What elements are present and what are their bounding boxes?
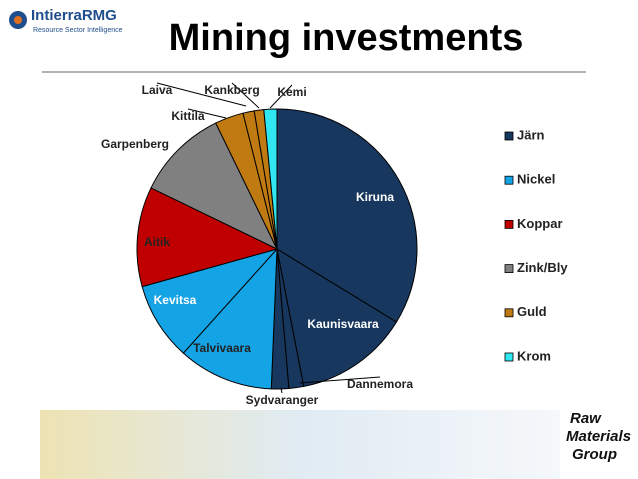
footer-logo: Group [572,446,617,463]
footer-logo: Raw [570,410,602,427]
slice-label: Kaunisvaara [307,317,379,331]
legend-swatch [504,308,514,318]
logo-icon [14,16,22,24]
pie-slice [276,247,398,388]
pie-slice [263,108,278,250]
legend-swatch [504,264,514,274]
legend-label: Krom [517,348,551,363]
legend-label: Järn [517,127,545,142]
chart-title: Mining investments [169,17,524,59]
pie-slice [150,122,279,251]
legend-label: Zink/Bly [517,260,568,275]
slice-label: Kevitsa [154,293,197,307]
legend-swatch [504,131,514,141]
slice-label: Laiva [142,83,173,97]
leader-line [156,82,247,107]
pie-slice [182,247,278,390]
legend-swatch [504,219,514,229]
slice-label: Garpenberg [101,137,169,151]
legend-swatch [504,352,514,362]
leader-line [299,376,381,384]
footer-band [40,410,560,479]
leader-line [280,387,283,394]
logo-tagline: Resource Sector Intelligence [33,27,123,34]
leader-line [231,82,260,109]
legend-swatch [504,175,514,185]
slice-label: Dannemora [347,377,413,391]
slice-label: Kittilä [171,109,205,123]
legend-label: Nickel [517,172,555,187]
legend-label: Guld [517,304,547,319]
leader-line [187,108,227,119]
logo-name: IntierraRMG [31,7,117,24]
legend-label: Koppar [517,216,563,231]
pie-slice [276,108,418,323]
slice-label: Sydvaranger [246,393,319,407]
pie-slice [136,187,279,288]
slice-label: Aitik [144,235,170,249]
leader-line [269,84,293,109]
pie-slice [141,248,279,354]
slice-label: Kiruna [356,190,394,204]
slice-label: Kankberg [204,83,259,97]
slice-label: Kemi [277,85,306,99]
footer-logo: Materials [566,428,631,445]
slice-label: Talvivaara [193,341,251,355]
